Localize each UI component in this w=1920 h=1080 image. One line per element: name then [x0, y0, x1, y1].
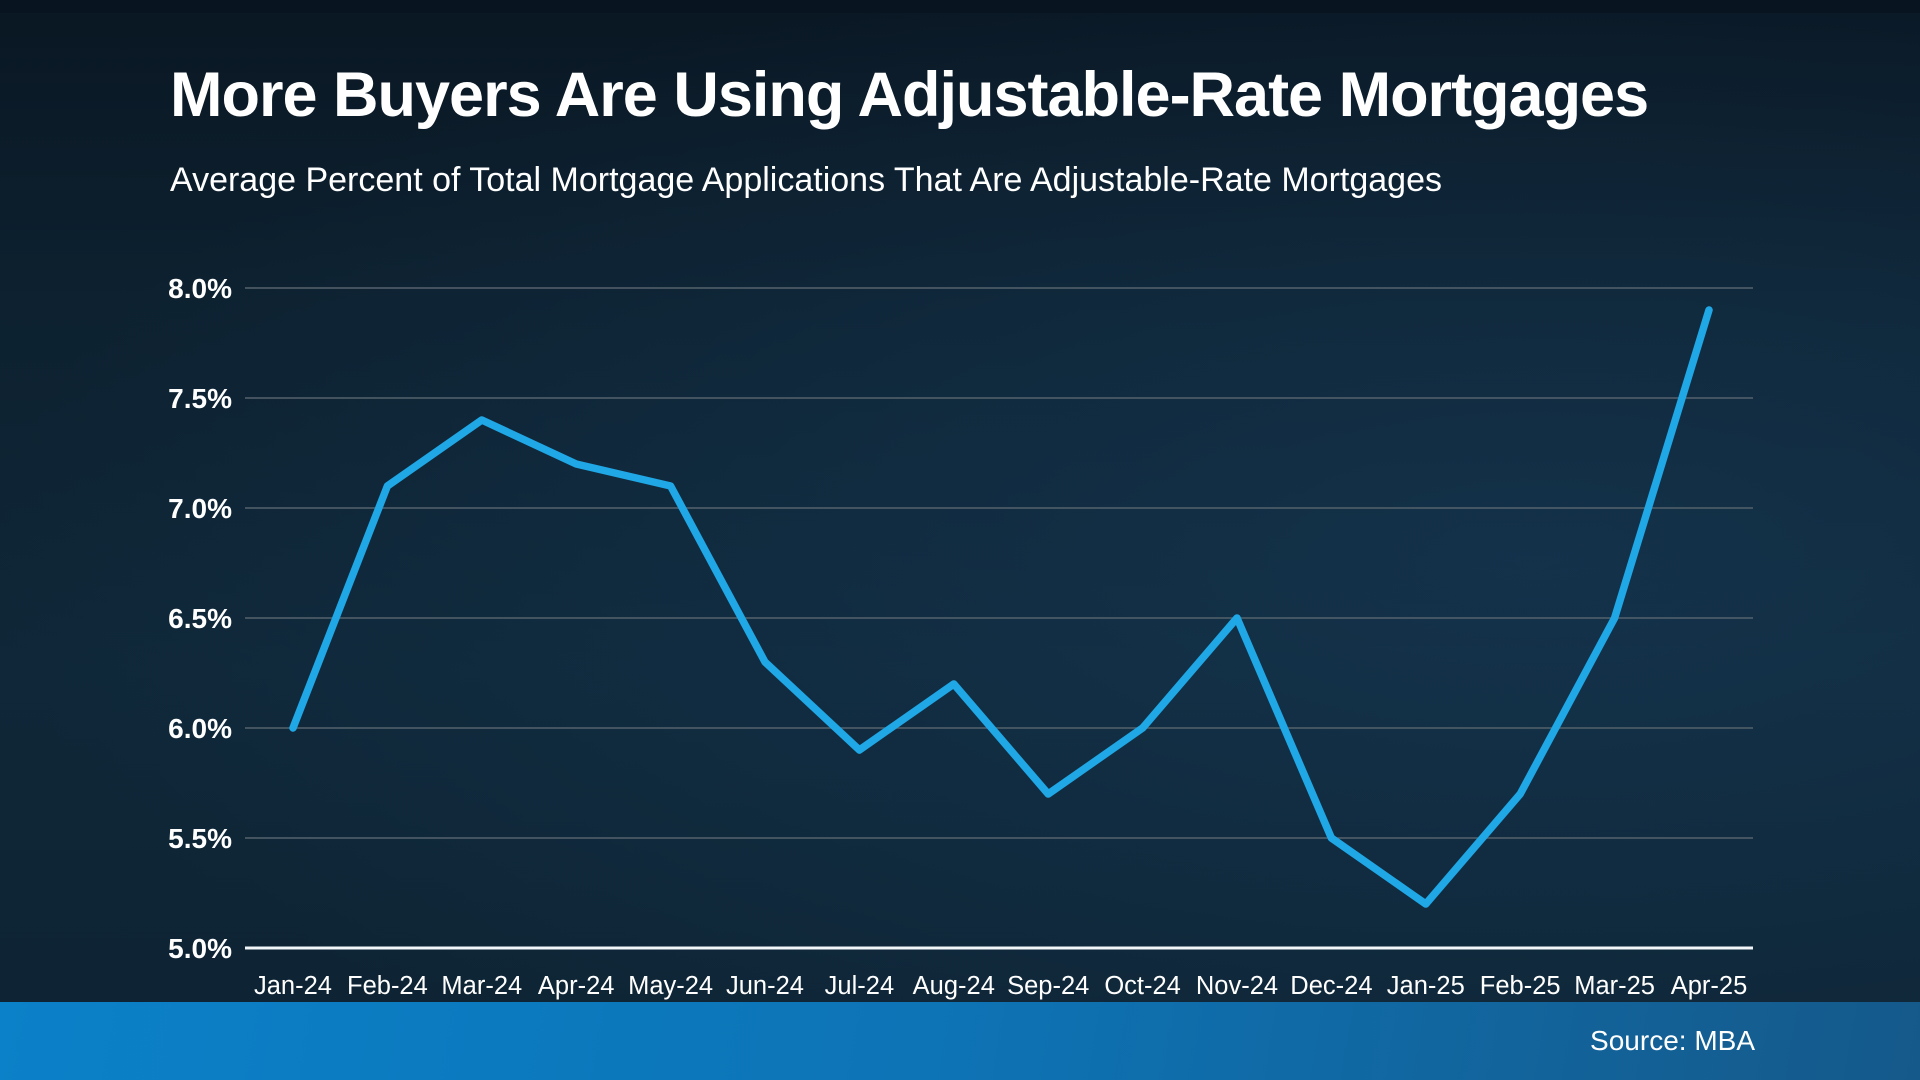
- source-label: Source: MBA: [1590, 1025, 1755, 1056]
- x-tick-label: Sep-24: [1007, 972, 1089, 1000]
- x-tick-label: Feb-25: [1480, 972, 1561, 1000]
- chart-title: More Buyers Are Using Adjustable-Rate Mo…: [170, 60, 1649, 130]
- y-tick-label: 8.0%: [168, 273, 232, 304]
- y-tick-label: 7.0%: [168, 493, 232, 524]
- chart-subtitle: Average Percent of Total Mortgage Applic…: [170, 161, 1442, 199]
- x-tick-label: Apr-25: [1671, 972, 1748, 1000]
- y-tick-label: 5.0%: [168, 933, 232, 964]
- gridlines: [245, 287, 1753, 950]
- x-tick-label: Dec-24: [1290, 972, 1372, 1000]
- x-tick-label: Jan-25: [1387, 972, 1465, 1000]
- arm-share-line: [289, 306, 1713, 908]
- x-tick-label: Jul-24: [825, 972, 894, 1000]
- x-axis-labels: Jan-24 Feb-24 Mar-24 Apr-24 May-24 Jun-24 Jul-…: [254, 972, 1747, 1000]
- y-axis-labels: 5.0% 5.5% 6.0% 6.5% 7.0% 7.5% 8.0%: [168, 273, 232, 964]
- x-tick-label: Feb-24: [347, 972, 428, 1000]
- x-tick-label: Jun-24: [726, 972, 804, 1000]
- x-tick-label: Nov-24: [1196, 972, 1278, 1000]
- x-tick-label: Mar-24: [441, 972, 522, 1000]
- y-tick-label: 6.5%: [168, 603, 232, 634]
- series-group: [289, 306, 1713, 908]
- top-strip: [0, 0, 1920, 13]
- x-tick-label: Aug-24: [913, 972, 995, 1000]
- y-tick-label: 5.5%: [168, 823, 232, 854]
- x-tick-label: May-24: [628, 972, 713, 1000]
- y-tick-label: 6.0%: [168, 713, 232, 744]
- x-tick-label: Mar-25: [1574, 972, 1655, 1000]
- footer-bar: Source: MBA: [0, 1002, 1920, 1080]
- x-tick-label: Apr-24: [538, 972, 615, 1000]
- x-tick-label: Oct-24: [1104, 972, 1181, 1000]
- y-tick-label: 7.5%: [168, 383, 232, 414]
- x-tick-label: Jan-24: [254, 972, 332, 1000]
